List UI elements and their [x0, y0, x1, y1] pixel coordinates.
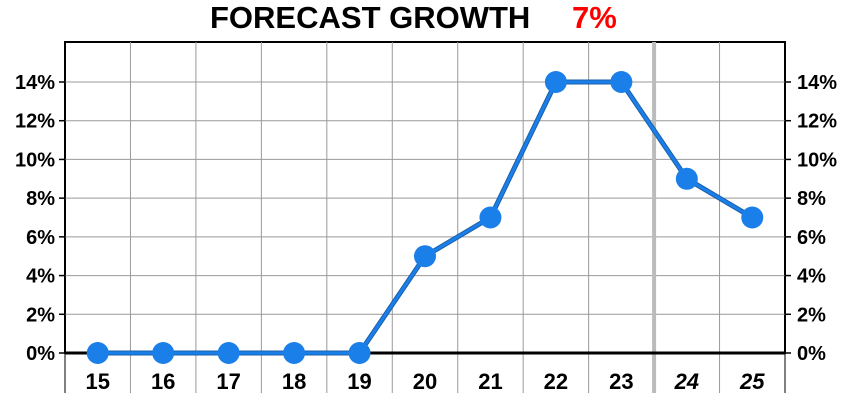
data-point [741, 206, 764, 229]
data-point [610, 71, 633, 93]
x-tick-label: 16 [151, 369, 175, 394]
y-tick-label-left: 4% [26, 266, 55, 288]
data-point [479, 206, 502, 229]
y-tick-label-right: 10% [797, 149, 837, 171]
x-tick-label: 20 [413, 369, 437, 394]
data-point [152, 342, 175, 364]
y-tick-label-right: 4% [797, 266, 826, 288]
chart-title-label: FORECAST GROWTH [210, 0, 531, 35]
data-point [348, 342, 371, 364]
x-tick-label: 23 [609, 369, 633, 394]
y-tick-label-left: 10% [15, 149, 55, 171]
x-tick-label: 15 [85, 369, 109, 394]
y-tick-label-right: 8% [797, 188, 826, 210]
y-tick-label-left: 12% [15, 111, 55, 133]
y-tick-label-right: 0% [797, 343, 826, 365]
data-point [217, 342, 240, 364]
data-point [414, 245, 436, 268]
y-tick-label-left: 8% [26, 188, 55, 210]
y-tick-label-left: 14% [15, 72, 55, 94]
x-tick-label: 17 [216, 369, 240, 394]
x-tick-label: 19 [347, 369, 371, 394]
x-tick-label: 22 [544, 369, 568, 394]
y-tick-label-right: 12% [797, 111, 837, 133]
y-tick-label-right: 14% [797, 72, 837, 94]
data-point [283, 342, 306, 364]
plot-frame [64, 41, 786, 354]
y-tick-label-left: 0% [26, 343, 55, 365]
x-tick-label: 24 [674, 369, 699, 394]
y-tick-label-right: 6% [797, 227, 826, 249]
x-tick-label: 25 [739, 369, 765, 394]
data-point [86, 342, 109, 364]
x-tick-label: 21 [478, 369, 502, 394]
data-point [675, 167, 698, 190]
chart-title-value: 7% [572, 0, 617, 35]
y-tick-label-left: 6% [26, 227, 55, 249]
data-point [544, 71, 567, 93]
y-tick-label-left: 2% [26, 304, 55, 326]
chart-title: FORECAST GROWTH 7% [0, 0, 848, 36]
y-tick-label-right: 2% [797, 304, 826, 326]
x-tick-label: 18 [282, 369, 306, 394]
